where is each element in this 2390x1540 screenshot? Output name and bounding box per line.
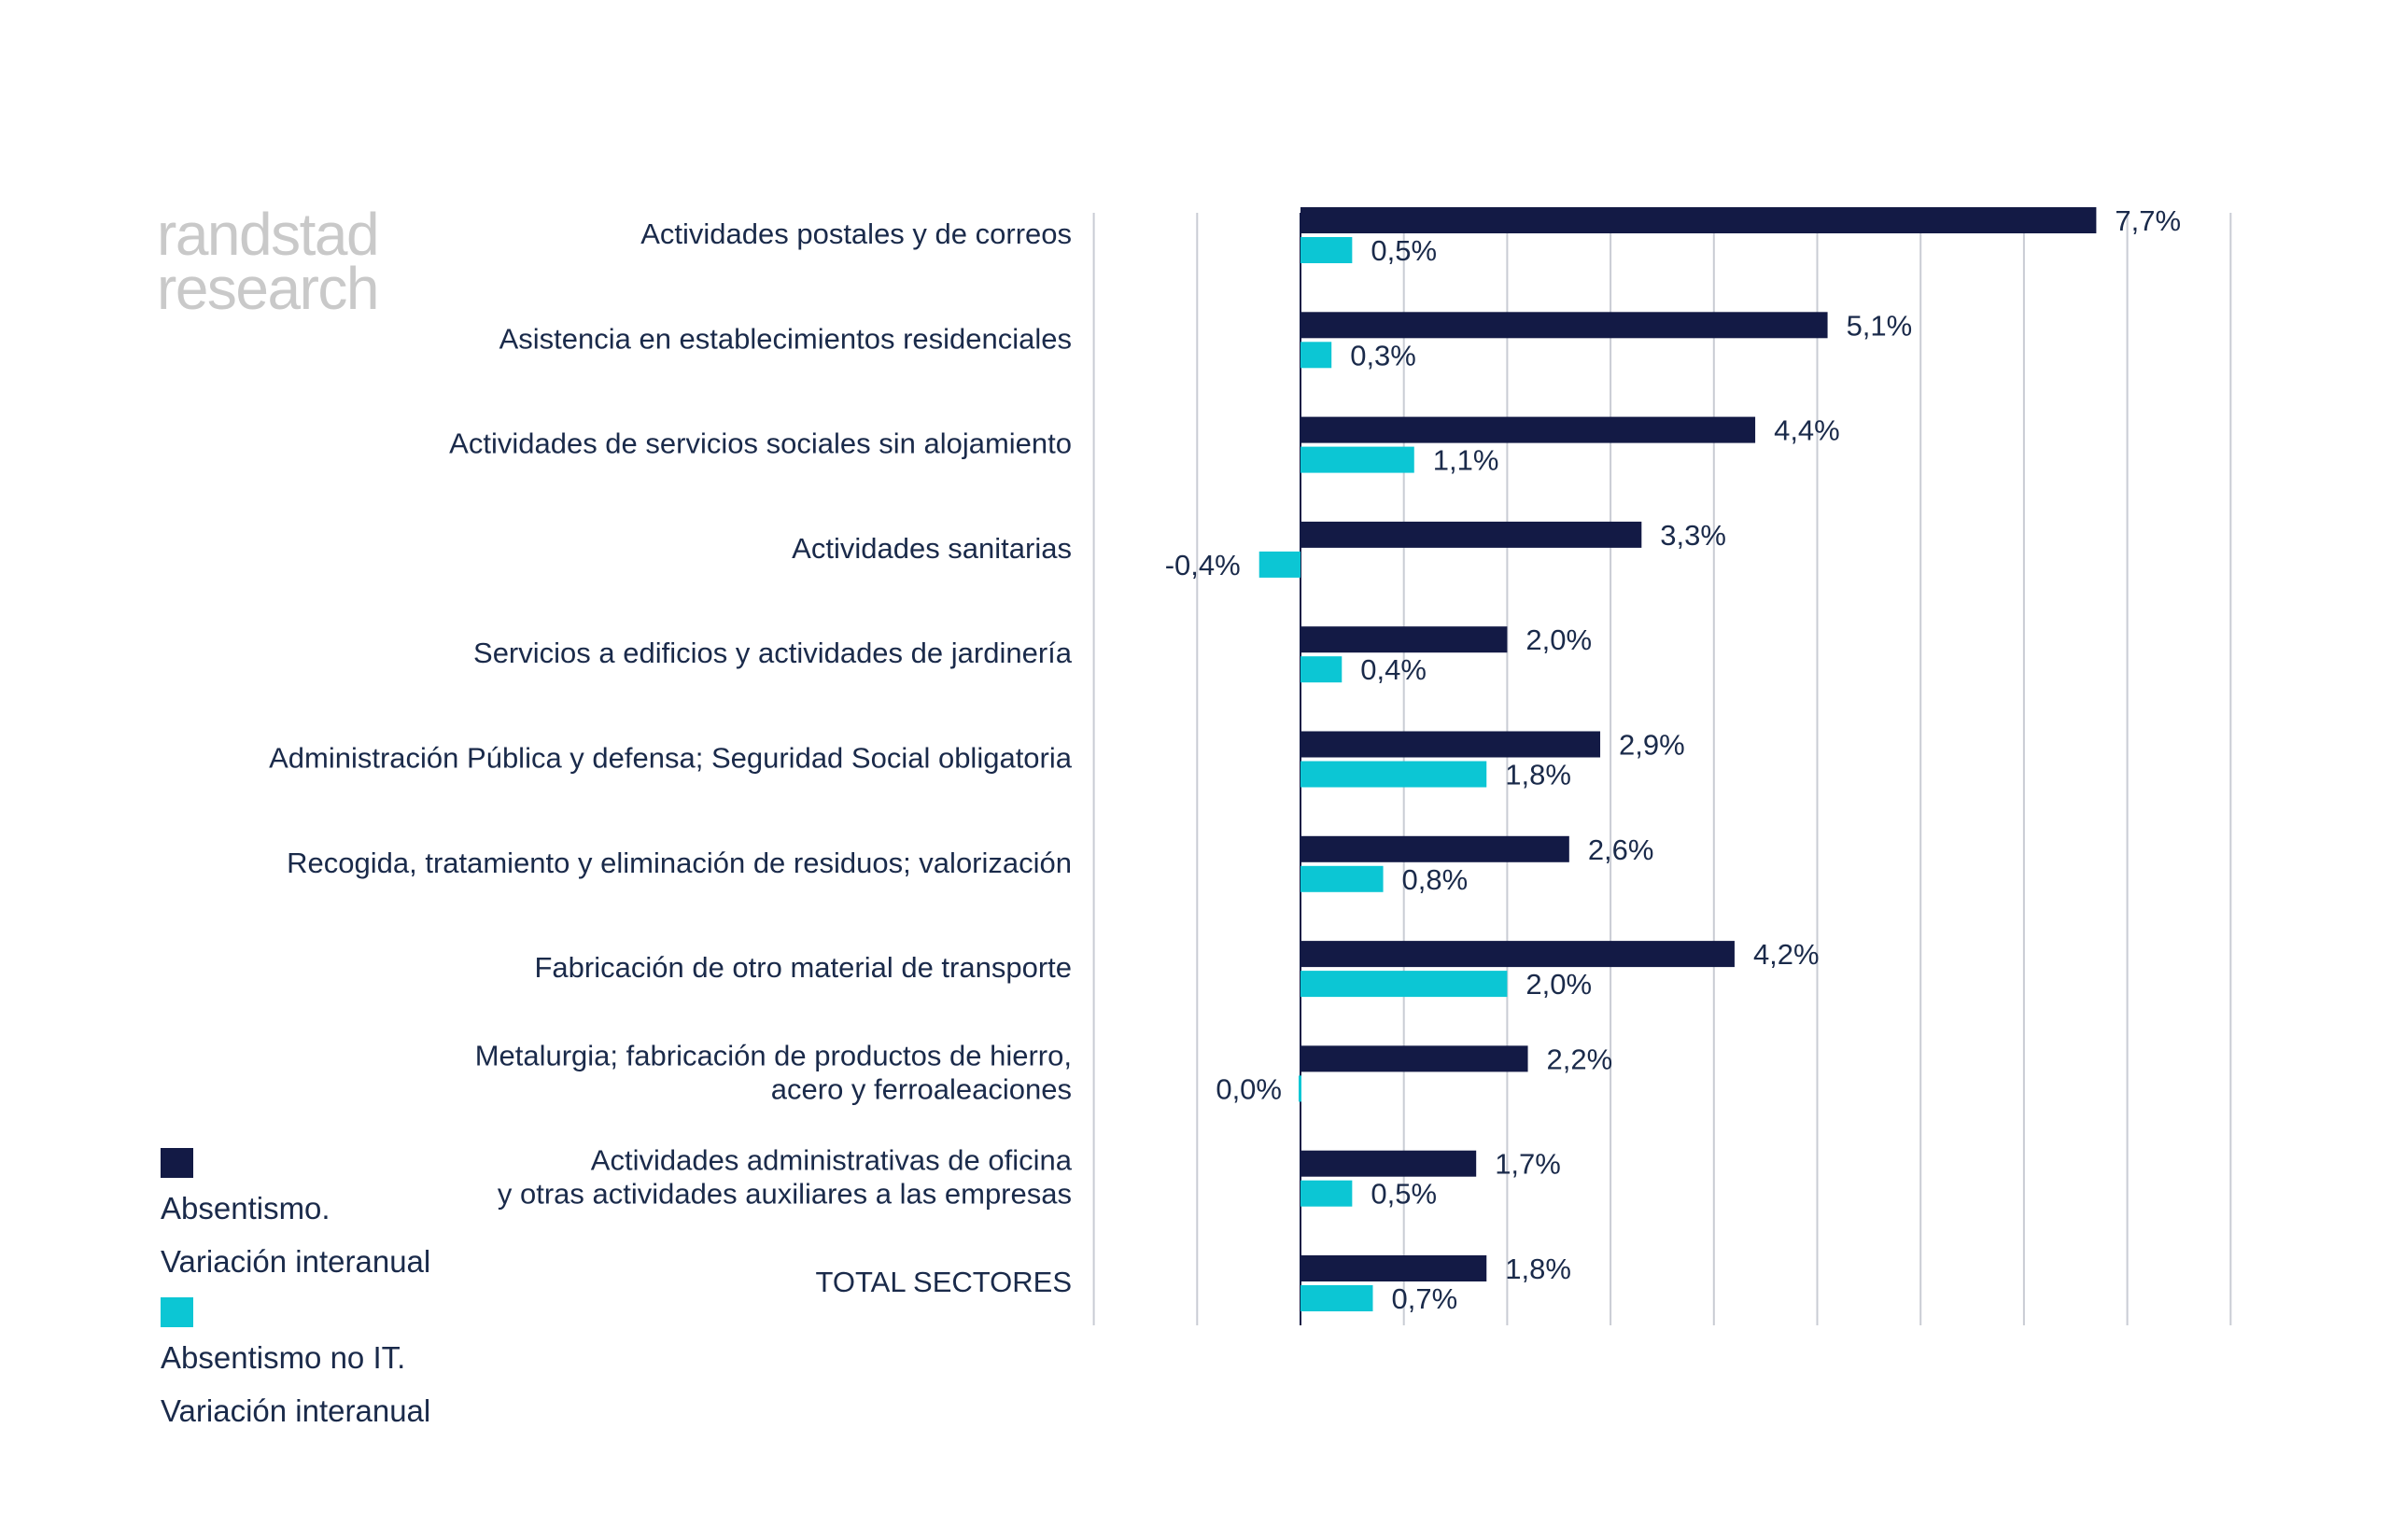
bar-absentismo [1300,207,2097,233]
bar-absentismo [1300,835,1569,862]
bar-absentismo [1300,312,1828,339]
bar-absentismo-no-it [1299,1075,1301,1102]
value-label-no-it: 1,8% [1505,759,1571,791]
legend-label-no-it-line1: Absentismo no IT. [161,1340,406,1375]
bar-absentismo-no-it [1300,656,1343,683]
value-label-no-it: 0,8% [1402,863,1469,896]
legend-item-absentismo: Absentismo. Variación interanual [161,1148,430,1288]
bar-absentismo [1300,626,1508,653]
legend-label-no-it-line2: Variación interanual [161,1393,431,1428]
bar-absentismo-no-it [1300,342,1332,369]
category-label: Asistencia en establecimientos residenci… [499,322,1072,355]
value-labels: 7,7% 0,5% 5,1% 0,3% 4,4% 1,1% 3,3% -0,4% 2,0% 0,4… [1165,204,2181,1315]
category-label: Administración Pública y defensa; Seguri… [269,742,1073,775]
bar-absentismo-no-it [1258,551,1300,578]
category-label: Fabricación de otro material de transpor… [534,951,1072,984]
category-label: y otras actividades auxiliares a las emp… [498,1178,1072,1211]
value-label-absentismo: 7,7% [2115,204,2181,237]
bar-absentismo-no-it [1300,237,1353,263]
category-label: Actividades sanitarias [792,532,1072,565]
value-label-absentismo: 2,0% [1525,623,1592,656]
bar-absentismo [1300,1255,1487,1281]
bar-absentismo-no-it [1300,1285,1373,1311]
bar-absentismo [1300,941,1735,968]
category-label: Actividades postales y de correos [640,217,1072,250]
value-label-absentismo: 2,2% [1547,1043,1613,1075]
value-label-no-it: 0,3% [1350,339,1416,371]
category-label: Actividades de servicios sociales sin al… [449,427,1072,460]
value-label-no-it: 0,7% [1391,1282,1457,1315]
category-label: TOTAL SECTORES [816,1266,1072,1298]
value-label-no-it: 1,1% [1433,444,1499,477]
bar-absentismo [1300,731,1601,758]
category-label: acero y ferroaleaciones [771,1072,1072,1105]
value-label-absentismo: 4,4% [1774,414,1840,447]
value-label-no-it: 2,0% [1525,968,1592,1001]
value-label-absentismo: 1,8% [1505,1253,1571,1285]
logo-line-2: research [157,255,380,322]
value-label-absentismo: 4,2% [1753,938,1820,971]
bar-absentismo-no-it [1300,971,1508,998]
bar-absentismo-no-it [1300,761,1487,788]
value-label-absentismo: 5,1% [1847,309,1913,342]
value-label-absentismo: 2,6% [1588,833,1654,866]
randstad-research-logo: randstad research [157,201,380,322]
legend-label-absentismo-line2: Variación interanual [161,1244,431,1279]
category-label: Servicios a edificios y actividades de j… [473,637,1073,669]
bar-absentismo-no-it [1300,446,1414,473]
legend-swatch-no-it [161,1297,193,1327]
bar-absentismo-no-it [1300,1180,1353,1207]
legend-swatch-absentismo [161,1148,193,1178]
value-label-absentismo: 1,7% [1495,1148,1561,1181]
bar-absentismo-no-it [1300,865,1384,892]
legend-item-no-it: Absentismo no IT. Variación interanual [161,1297,430,1437]
category-labels: Actividades postales y de correos Asisten… [269,217,1073,1298]
bar-absentismo [1300,1045,1528,1072]
value-label-absentismo: 2,9% [1619,729,1685,762]
bar-absentismo [1300,416,1756,443]
gridlines [1092,213,2232,1325]
logo-line-1: randstad [157,201,380,268]
value-label-absentismo: 3,3% [1660,519,1726,552]
legend: Absentismo. Variación interanual Absenti… [161,1148,430,1447]
value-label-no-it: -0,4% [1165,549,1241,581]
category-label: Actividades administrativas de oficina [591,1144,1073,1177]
value-label-no-it: 0,4% [1360,653,1427,686]
category-label: Recogida, tratamiento y eliminación de r… [287,847,1072,879]
value-label-no-it: 0,0% [1216,1072,1282,1105]
value-label-no-it: 0,5% [1371,1178,1437,1211]
bars [1258,207,2097,1311]
value-label-no-it: 0,5% [1371,234,1437,267]
bar-absentismo [1300,521,1642,548]
category-label: Metalurgia; fabricación de productos de … [475,1039,1072,1071]
bar-absentismo [1300,1150,1477,1177]
legend-label-absentismo-line1: Absentismo. [161,1191,330,1225]
